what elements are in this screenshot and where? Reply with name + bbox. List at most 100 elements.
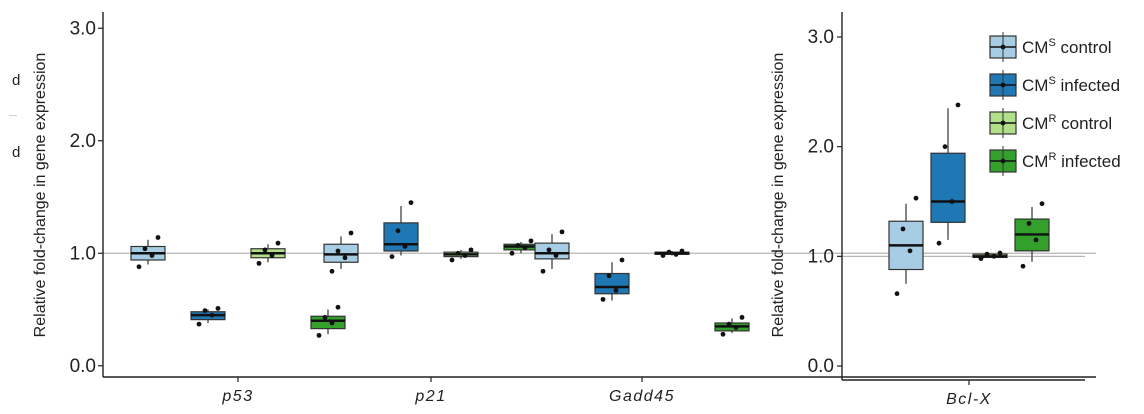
y-axis-title: Relative fold-change in gene expression: [770, 53, 787, 338]
box-CMS_infected: [190, 305, 226, 327]
data-point: [606, 273, 612, 279]
data-point: [335, 304, 341, 310]
box-CMS_control: [888, 195, 924, 297]
data-point: [660, 253, 666, 258]
data-point: [136, 264, 142, 270]
box-CMR_control: [250, 240, 286, 266]
data-point: [348, 230, 354, 236]
data-point: [395, 228, 401, 234]
stray-letter-bottom: d: [12, 144, 21, 161]
data-point: [619, 257, 625, 263]
legend-label-base: CM: [1022, 38, 1048, 57]
box-CMS_control: [323, 230, 359, 274]
y-tick-label: 1.0: [70, 243, 96, 264]
data-point: [907, 248, 913, 254]
legend-label-superscript: S: [1048, 37, 1055, 49]
legend-label-superscript: R: [1048, 113, 1056, 125]
y-tick-label: 3.0: [808, 27, 834, 48]
box-CMS_infected: [383, 200, 419, 260]
box-CMR_control: [443, 247, 479, 263]
data-point: [468, 247, 474, 253]
stray-letter-top: d: [12, 72, 21, 89]
y-tick-label: 2.0: [808, 137, 834, 158]
panel-a: 0.0 1.0 2.0 3.0 Relative fold-change in gene…: [32, 12, 1096, 405]
data-point: [316, 332, 322, 338]
box-CMR_infected: [1014, 201, 1050, 269]
legend-swatch-dot: [1000, 44, 1006, 50]
data-point: [894, 291, 900, 297]
x-tick-label: p21: [414, 388, 446, 405]
data-point: [142, 246, 148, 252]
data-point: [322, 314, 328, 320]
data-point: [913, 195, 919, 201]
data-point: [600, 296, 606, 302]
data-point: [408, 200, 414, 206]
data-point: [196, 321, 202, 327]
legend-label-superscript: S: [1048, 75, 1055, 87]
data-point: [540, 268, 546, 274]
box-CMR_control: [972, 250, 1008, 261]
data-point: [209, 312, 215, 318]
data-point: [936, 240, 942, 246]
data-point: [202, 308, 208, 314]
data-point: [256, 260, 262, 266]
data-point: [528, 238, 534, 244]
legend-label-base: CM: [1022, 76, 1048, 95]
box-CMR_infected: [503, 238, 539, 256]
data-point: [335, 248, 341, 254]
legend-label: CMR infected: [1022, 151, 1121, 171]
box-body: [594, 272, 630, 295]
data-point: [733, 325, 739, 330]
legend-swatch-dot: [1000, 82, 1006, 88]
data-point: [1026, 221, 1032, 226]
x-tick-label: Gadd45: [609, 388, 675, 405]
data-point: [329, 268, 335, 274]
data-point: [955, 102, 961, 108]
data-point: [949, 199, 955, 204]
data-point: [522, 245, 528, 251]
data-point: [673, 251, 679, 257]
box-CMR_infected: [310, 304, 346, 338]
box-CMS_infected: [594, 257, 630, 302]
legend-swatch-dot: [1000, 158, 1006, 164]
data-point: [679, 248, 685, 254]
legend-label-rest: control: [1056, 38, 1112, 57]
data-point: [455, 250, 461, 256]
data-point: [462, 253, 468, 258]
box-CMS_control: [130, 235, 166, 270]
data-point: [739, 314, 745, 320]
legend-label-rest: infected: [1056, 76, 1120, 95]
box-CMR_infected: [714, 314, 750, 337]
data-point: [546, 247, 552, 253]
data-point: [155, 235, 161, 240]
data-point: [449, 257, 455, 263]
data-point: [666, 249, 672, 255]
data-point: [726, 321, 732, 327]
data-point: [389, 254, 395, 260]
data-point: [559, 229, 565, 235]
legend-label-base: CM: [1022, 114, 1048, 133]
legend-label-base: CM: [1022, 152, 1048, 171]
data-point: [262, 247, 268, 253]
y-tick-label: 2.0: [70, 131, 96, 152]
x-tick-label: p53: [221, 388, 253, 405]
box-CMR_control: [654, 248, 690, 258]
legend-item-CMS_infected: CMS infected: [989, 70, 1120, 100]
data-point: [978, 256, 984, 261]
box-body: [310, 315, 346, 330]
y-tick-label: 1.0: [808, 246, 834, 267]
legend-label-rest: infected: [1056, 152, 1120, 171]
box-body: [383, 222, 419, 252]
data-point: [342, 255, 348, 261]
data-point: [900, 226, 906, 232]
data-point: [553, 253, 559, 258]
data-point: [991, 253, 997, 259]
data-point: [509, 250, 515, 256]
data-point: [329, 320, 335, 326]
legend-swatch-dot: [1000, 120, 1006, 126]
data-point: [1033, 237, 1039, 243]
legend-item-CMS_control: CMS control: [989, 32, 1112, 62]
data-point: [1020, 263, 1026, 269]
y-axis-title: Relative fold-change in gene expression: [32, 53, 49, 338]
